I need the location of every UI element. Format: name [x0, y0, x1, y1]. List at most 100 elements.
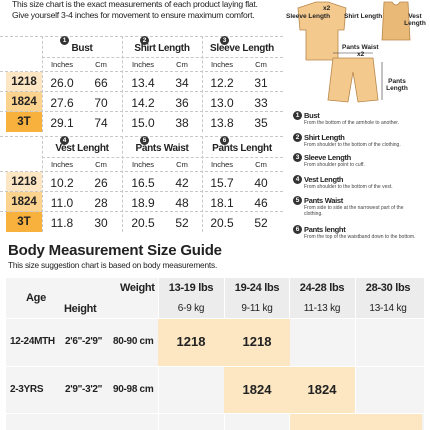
age-header: Age	[26, 292, 46, 304]
size-value: 1824	[242, 382, 272, 397]
height-cm: 80-90 cm	[113, 336, 154, 347]
cell-value: 34	[175, 76, 189, 90]
column-circle: 3	[220, 36, 229, 45]
legend-desc: From the top of the waistband down to th…	[304, 234, 416, 240]
guide-subtitle: This size suggestion chart is based on b…	[8, 260, 218, 270]
table-divider	[42, 57, 283, 58]
diagram-label: Sleeve Length	[286, 13, 331, 20]
legend-title: Bust	[304, 111, 320, 120]
cell-value: 14.2	[131, 96, 155, 110]
unit-label: Cm	[176, 60, 188, 69]
diagram-label: Vest Length	[404, 13, 426, 27]
cell-value: 29.1	[50, 116, 74, 130]
height-ft: 2'9"-3'2"	[65, 384, 103, 395]
row-divider	[0, 91, 283, 92]
cell-value: 10.2	[50, 176, 74, 190]
height-header: Height	[64, 303, 97, 315]
unit-label: Cm	[176, 160, 188, 169]
legend-title: Sleeve Length	[304, 153, 351, 162]
column-circle: 1	[60, 36, 69, 45]
legend-desc: From side to side at the narrowest part …	[304, 205, 404, 217]
cell-value: 52	[254, 216, 268, 230]
size-label: 1218	[6, 172, 42, 192]
cell-value: 26.0	[50, 76, 74, 90]
cell-value: 11.0	[50, 196, 74, 210]
row-divider	[6, 366, 424, 367]
header-bg	[158, 278, 424, 318]
column-header: Bust	[71, 43, 93, 54]
column-header: Vest Lenght	[55, 143, 109, 154]
column-divider	[122, 136, 123, 232]
row-divider	[0, 211, 283, 212]
cell-value: 38	[175, 116, 189, 130]
weight-kg: 9-11 kg	[241, 303, 273, 314]
cell-value: 42	[175, 176, 189, 190]
weight-kg: 13-14 kg	[369, 303, 407, 314]
legend-number: 6	[293, 225, 302, 234]
legend-desc: From shoulder point to cuff.	[304, 162, 365, 168]
weight-kg: 6-9 kg	[177, 303, 205, 314]
cell-value: 40	[254, 176, 268, 190]
weight-lbs: 13-19 lbs	[168, 282, 214, 294]
size-cell	[289, 367, 355, 414]
size-label: 1218	[6, 72, 42, 92]
row-divider	[0, 191, 283, 192]
column-circle: 5	[140, 136, 149, 145]
cell-value: 20.5	[131, 216, 155, 230]
legend-number: 2	[293, 133, 302, 142]
legend-number: 5	[293, 196, 302, 205]
weight-header: Weight	[120, 282, 155, 294]
size-cell	[158, 319, 224, 366]
row-divider	[0, 111, 283, 112]
cell-value: 13.4	[131, 76, 155, 90]
unit-label: Cm	[95, 160, 107, 169]
column-header: Shirt Length	[134, 43, 190, 54]
column-divider	[42, 36, 43, 132]
cell-value: 16.5	[131, 176, 155, 190]
height-cm: 90-98 cm	[113, 384, 154, 395]
column-circle: 4	[60, 136, 69, 145]
legend-title: Pants Waist	[304, 196, 343, 205]
size-label: 3T	[6, 212, 42, 232]
legend-title: Vest Length	[304, 175, 344, 184]
cell-value: 27.6	[50, 96, 74, 110]
size-cell	[290, 414, 422, 430]
cell-value: 35	[254, 116, 268, 130]
size-label: 1824	[6, 92, 42, 112]
unit-label: Inches	[131, 160, 155, 169]
column-circle: 6	[220, 136, 229, 145]
unit-label: Inches	[131, 60, 155, 69]
column-header: Pants Waist	[135, 143, 189, 154]
legend-desc: From the bottom of the armhole to anothe…	[304, 120, 400, 126]
column-circle: 2	[140, 36, 149, 45]
cell-value: 52	[175, 216, 189, 230]
diagram-label: Shirt Length	[344, 13, 383, 20]
guide-title: Body Measurement Size Guide	[8, 242, 222, 259]
size-cell	[224, 367, 290, 414]
column-header: Sleeve Length	[210, 43, 274, 54]
row-divider	[0, 71, 283, 72]
row-divider	[6, 318, 424, 319]
cell-value: 12.2	[210, 76, 234, 90]
cell-value: 20.5	[210, 216, 234, 230]
cell-value: 13.0	[210, 96, 234, 110]
age: 2-3YRS	[10, 384, 44, 395]
row-divider	[6, 413, 424, 414]
legend-title: Shirt Length	[304, 133, 345, 142]
unit-label: Inches	[210, 60, 234, 69]
legend-desc: From shoulder to the bottom of the cloth…	[304, 142, 401, 148]
cell-value: 15.0	[131, 116, 155, 130]
cell-value: 33	[254, 96, 268, 110]
unit-label: Inches	[50, 160, 74, 169]
age: 12-24MTH	[10, 336, 55, 347]
cell-value: 11.8	[50, 216, 74, 230]
cell-value: 26	[94, 176, 108, 190]
diagram-label: Pants Length	[386, 78, 408, 92]
column-divider	[355, 278, 356, 430]
cell-value: 74	[94, 116, 108, 130]
cell-value: 31	[254, 76, 268, 90]
size-label: 3T	[6, 112, 42, 132]
legend-desc: From shoulder to the bottom of the vest.	[304, 184, 393, 190]
column-divider	[122, 36, 123, 132]
diagram-label: Pants Waist	[342, 44, 379, 51]
